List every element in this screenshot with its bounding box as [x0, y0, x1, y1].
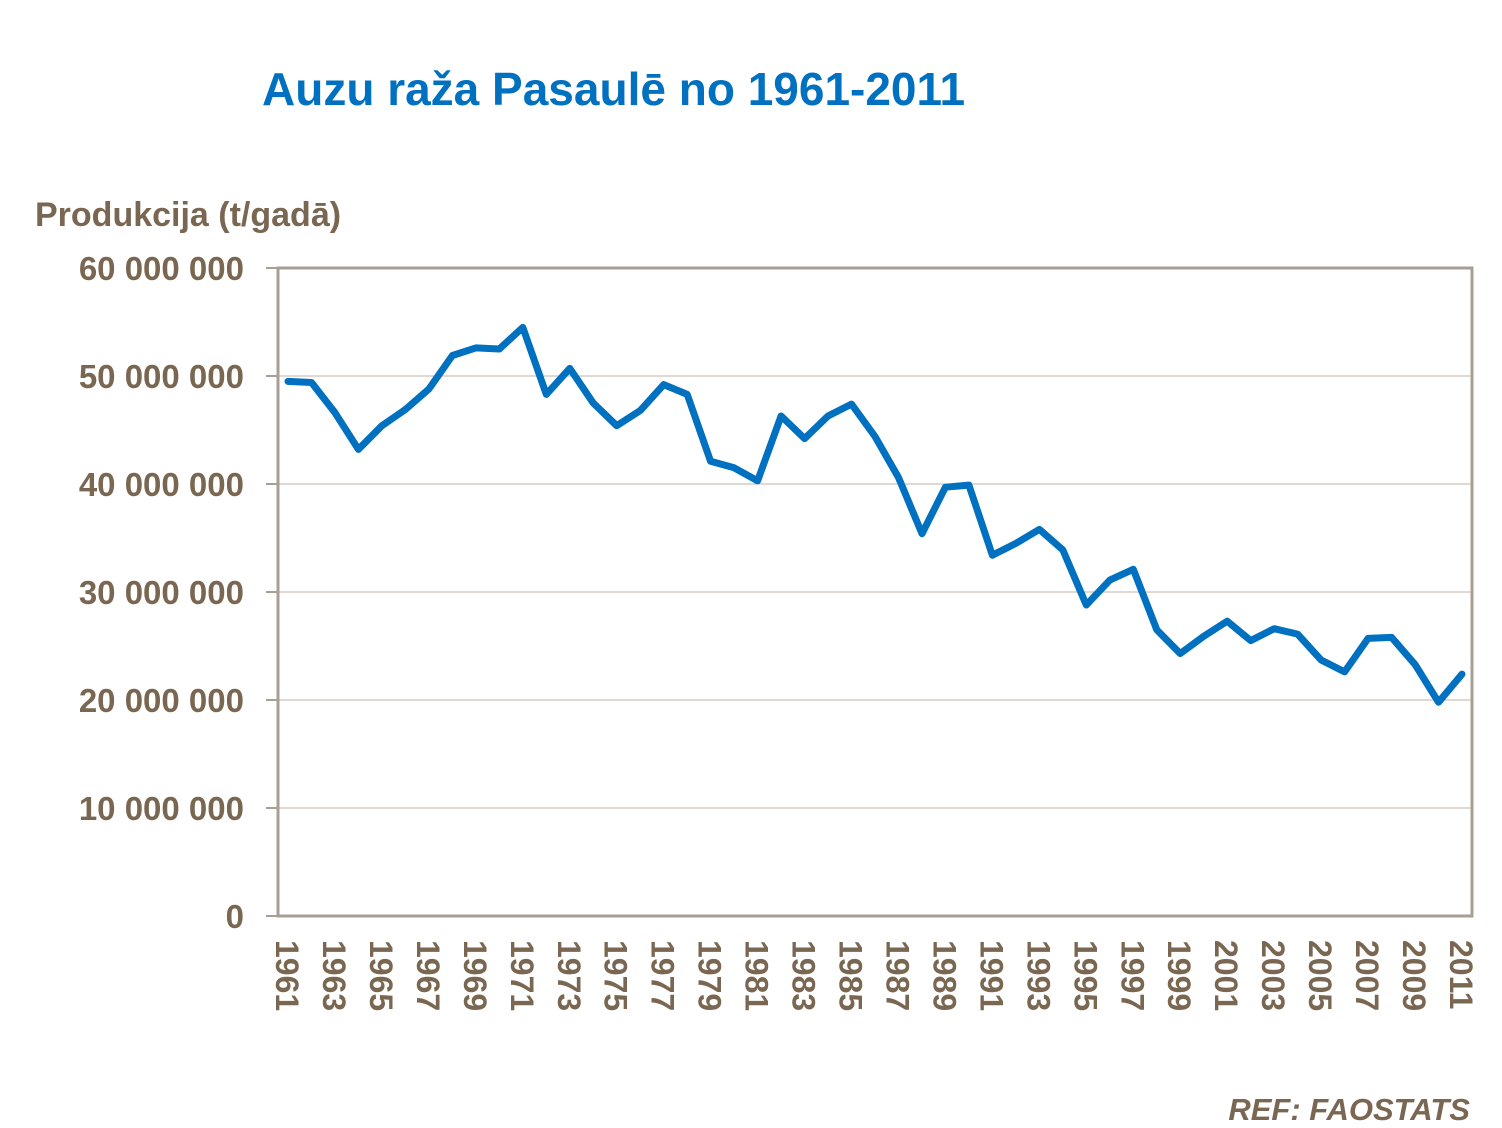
x-tick-label: 1987 — [879, 940, 915, 1011]
y-tick-label: 0 — [226, 898, 244, 935]
y-tick-label: 30 000 000 — [79, 574, 244, 611]
x-tick-label: 2005 — [1302, 940, 1338, 1011]
x-tick-label: 1961 — [269, 940, 305, 1011]
x-tick-label: 1989 — [926, 940, 962, 1011]
x-tick-label: 2001 — [1208, 940, 1244, 1011]
x-tick-label: 1977 — [645, 940, 681, 1011]
x-tick-label: 1979 — [692, 940, 728, 1011]
y-tick-label: 40 000 000 — [79, 466, 244, 503]
x-tick-label: 1967 — [410, 940, 446, 1011]
x-tick-label: 1975 — [598, 940, 634, 1011]
x-tick-label: 1969 — [457, 940, 493, 1011]
x-tick-label: 1991 — [973, 940, 1009, 1011]
x-tick-label: 1993 — [1020, 940, 1056, 1011]
x-tick-label: 2009 — [1396, 940, 1432, 1011]
y-tick-label: 50 000 000 — [79, 358, 244, 395]
x-tick-label: 1971 — [504, 940, 540, 1011]
x-tick-label: 1985 — [833, 940, 869, 1011]
x-tick-label: 2007 — [1349, 940, 1385, 1011]
x-tick-label: 1981 — [739, 940, 775, 1011]
source-reference: REF: FAOSTATS — [1228, 1092, 1470, 1128]
x-tick-label: 1995 — [1067, 940, 1103, 1011]
x-tick-label: 1963 — [316, 940, 352, 1011]
series-line — [288, 327, 1462, 702]
x-tick-label: 1997 — [1114, 940, 1150, 1011]
y-tick-label: 60 000 000 — [79, 250, 244, 287]
y-tick-label: 20 000 000 — [79, 682, 244, 719]
x-tick-label: 1999 — [1161, 940, 1197, 1011]
y-tick-label: 10 000 000 — [79, 790, 244, 827]
x-tick-label: 2003 — [1255, 940, 1291, 1011]
x-tick-label: 1965 — [363, 940, 399, 1011]
x-tick-label: 1983 — [786, 940, 822, 1011]
x-tick-label: 1973 — [551, 940, 587, 1011]
x-tick-label: 2011 — [1443, 940, 1479, 1009]
